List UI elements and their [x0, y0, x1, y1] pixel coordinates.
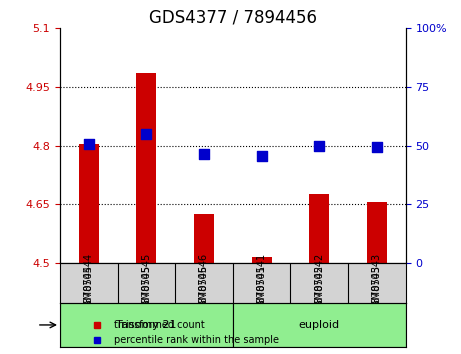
FancyBboxPatch shape	[60, 303, 233, 347]
Text: GSM870542: GSM870542	[314, 265, 324, 324]
Point	[142, 131, 150, 137]
Bar	[252, 257, 272, 263]
Bar	[136, 73, 156, 263]
Text: GSM870541: GSM870541	[257, 265, 266, 324]
Text: euploid: euploid	[299, 320, 340, 330]
FancyBboxPatch shape	[233, 303, 406, 347]
Text: GSM870545: GSM870545	[142, 265, 151, 324]
Point	[373, 144, 381, 149]
Point	[200, 151, 207, 156]
Bar	[194, 214, 214, 263]
Legend: transformed count, percentile rank within the sample: transformed count, percentile rank withi…	[83, 316, 283, 349]
Text: Trisomy 21: Trisomy 21	[116, 320, 177, 330]
Point	[85, 142, 92, 147]
Point	[258, 153, 266, 159]
Bar	[309, 194, 329, 263]
Bar	[79, 144, 99, 263]
Point	[315, 143, 323, 148]
Text: GSM870543: GSM870543	[372, 265, 382, 324]
Title: GDS4377 / 7894456: GDS4377 / 7894456	[149, 9, 317, 27]
Text: GSM870546: GSM870546	[199, 265, 209, 324]
Text: GSM870544: GSM870544	[84, 265, 94, 324]
Bar	[367, 202, 387, 263]
